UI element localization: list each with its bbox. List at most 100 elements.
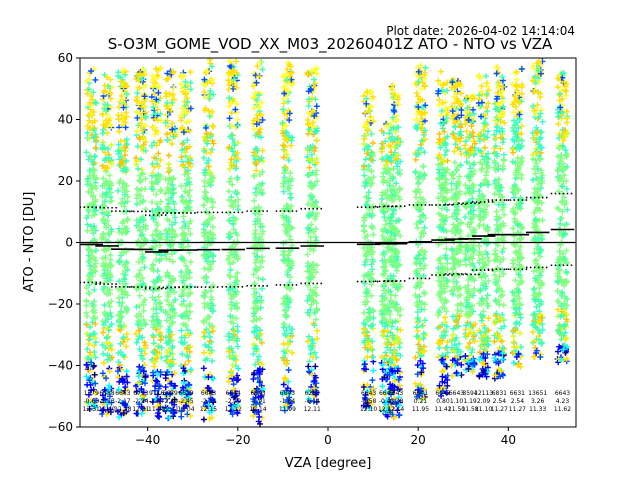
data-point [140, 301, 147, 308]
data-point [115, 73, 122, 79]
data-point [253, 167, 260, 174]
data-point [107, 409, 114, 416]
data-point [476, 243, 483, 250]
data-point [108, 399, 115, 406]
data-point [420, 289, 427, 296]
data-point [259, 276, 266, 283]
data-point [313, 103, 320, 110]
data-point [134, 109, 141, 115]
data-point [252, 259, 259, 266]
data-point [134, 143, 141, 150]
data-point [134, 191, 141, 198]
data-point [108, 160, 115, 167]
data-point [107, 180, 114, 187]
data-point [99, 235, 106, 242]
data-point [103, 107, 110, 114]
data-point [138, 323, 145, 329]
data-point [485, 315, 492, 322]
data-point [163, 76, 170, 83]
data-point [234, 116, 241, 123]
data-point [85, 112, 92, 119]
data-point [117, 177, 124, 184]
data-point [123, 374, 129, 381]
data-point [287, 194, 294, 201]
data-point [311, 76, 317, 83]
data-point [142, 138, 149, 145]
data-point [83, 302, 90, 309]
data-point [169, 319, 176, 326]
data-point [170, 407, 177, 414]
data-point [168, 363, 174, 370]
data-point [451, 148, 458, 155]
scatter-column [360, 88, 377, 412]
data-point [200, 202, 207, 209]
data-point [136, 292, 143, 299]
scatter-column [148, 65, 165, 421]
data-point [153, 256, 159, 263]
data-point [150, 286, 157, 293]
data-point [379, 383, 386, 390]
data-point [452, 124, 459, 131]
data-point [151, 124, 158, 131]
data-point [148, 142, 155, 149]
data-point [107, 256, 114, 263]
data-point [92, 354, 99, 361]
data-point [167, 242, 174, 249]
data-point [119, 184, 126, 191]
data-point [165, 204, 172, 211]
data-point [91, 160, 98, 167]
data-point [84, 346, 91, 353]
data-point [108, 84, 115, 91]
data-point [104, 406, 111, 413]
data-point [152, 228, 159, 234]
data-point [169, 258, 176, 265]
data-point [120, 409, 127, 416]
data-point [100, 202, 107, 209]
scatter-column [448, 77, 465, 379]
data-point [136, 271, 143, 277]
data-point [92, 99, 99, 106]
data-point [499, 74, 506, 80]
data-point [151, 91, 158, 97]
data-point [99, 231, 106, 238]
scatter-column [99, 71, 115, 418]
data-point [139, 364, 146, 371]
data-point [510, 109, 517, 116]
data-point [105, 117, 112, 124]
data-point [115, 116, 122, 123]
data-point [135, 317, 142, 324]
data-point [102, 319, 109, 326]
data-point [83, 330, 90, 337]
data-point [478, 83, 485, 90]
data-point [153, 326, 160, 333]
data-point [449, 291, 456, 298]
data-point [153, 191, 160, 198]
data-point [167, 285, 174, 292]
data-point [142, 82, 149, 89]
data-point [172, 382, 179, 389]
scatter-column [435, 68, 451, 399]
data-point [162, 119, 169, 126]
data-point [105, 274, 112, 280]
data-point [142, 223, 149, 230]
data-point [85, 399, 92, 406]
data-point [155, 249, 162, 256]
data-point [165, 152, 172, 159]
data-point [135, 258, 142, 265]
data-point [141, 339, 148, 346]
scatter-column [83, 65, 100, 412]
data-point [106, 340, 113, 347]
data-point [168, 194, 175, 201]
data-point [439, 205, 446, 212]
data-point [92, 268, 99, 275]
data-point [122, 119, 129, 126]
data-point [458, 219, 464, 226]
data-point [172, 219, 179, 226]
data-point [203, 279, 210, 286]
data-point [84, 221, 91, 228]
data-point [119, 117, 126, 124]
data-point [510, 225, 516, 232]
data-point [133, 339, 140, 346]
data-point [140, 316, 147, 323]
data-point [123, 308, 130, 315]
